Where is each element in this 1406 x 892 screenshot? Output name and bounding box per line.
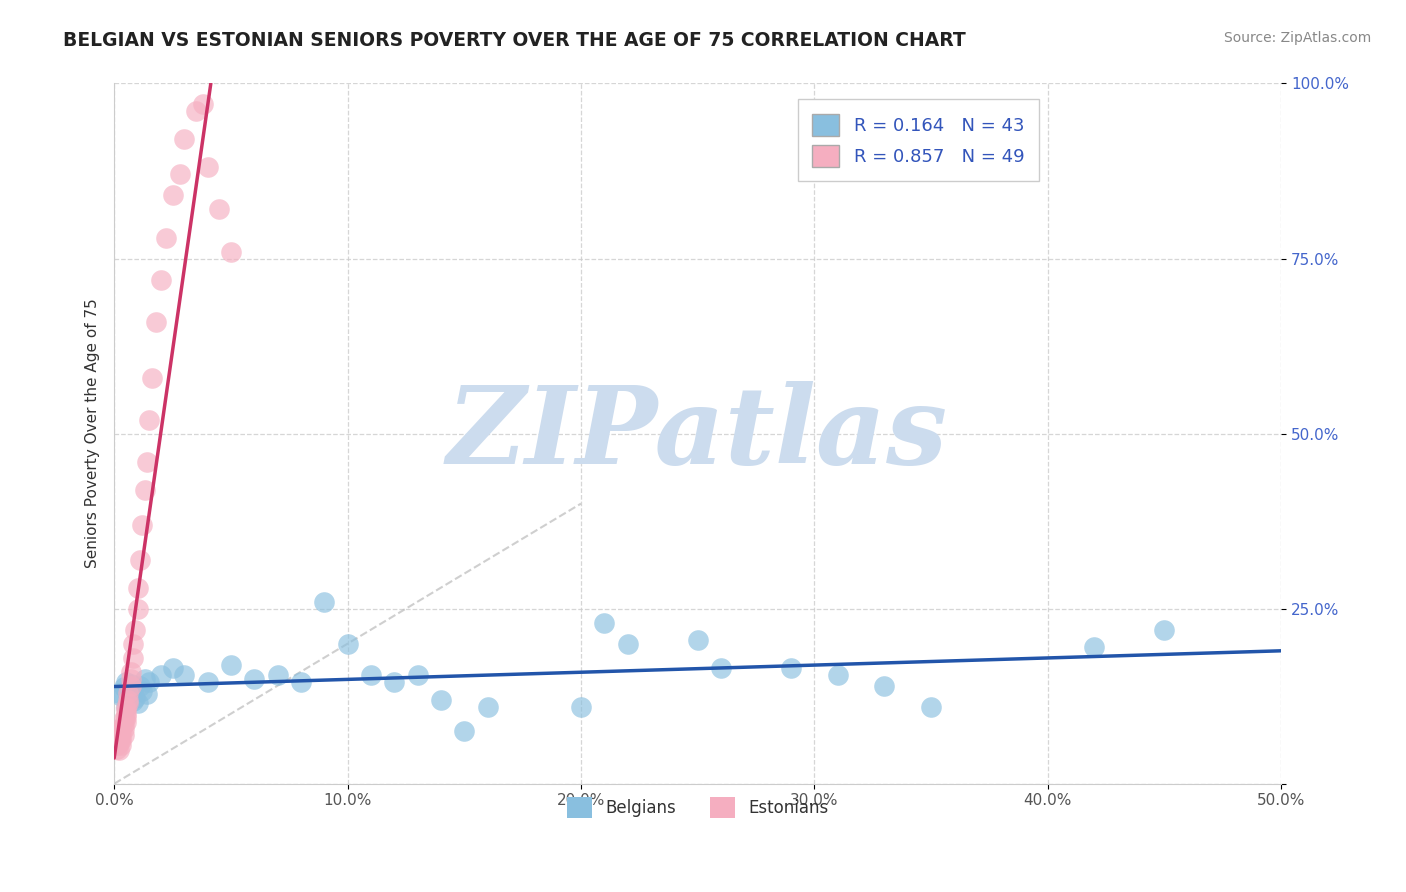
Point <box>124 691 146 706</box>
Point <box>290 675 312 690</box>
Point <box>243 672 266 686</box>
Point <box>920 699 942 714</box>
Point <box>827 668 849 682</box>
Point <box>593 615 616 630</box>
Point <box>219 244 242 259</box>
Point <box>110 721 132 735</box>
Point <box>115 706 138 721</box>
Point <box>360 668 382 682</box>
Point <box>430 692 453 706</box>
Point <box>105 741 128 756</box>
Point <box>710 661 733 675</box>
Point <box>184 104 207 119</box>
Point <box>108 731 131 746</box>
Point <box>121 682 143 697</box>
Point <box>108 743 131 757</box>
Point <box>112 728 135 742</box>
Point <box>453 724 475 739</box>
Point <box>108 736 131 750</box>
Point <box>191 97 214 112</box>
Point <box>314 595 336 609</box>
Point <box>135 454 157 468</box>
Point <box>569 699 592 714</box>
Point <box>145 314 167 328</box>
Point <box>197 675 219 690</box>
Point <box>112 717 135 731</box>
Point <box>110 738 132 752</box>
Point <box>115 699 138 714</box>
Point <box>873 679 896 693</box>
Point <box>128 552 150 566</box>
Point <box>124 623 146 637</box>
Point <box>127 601 149 615</box>
Point <box>115 699 138 714</box>
Point <box>477 699 499 714</box>
Point <box>127 581 149 595</box>
Point <box>1083 640 1105 655</box>
Point <box>110 729 132 743</box>
Point <box>108 728 131 742</box>
Point <box>110 733 132 747</box>
Point <box>115 715 138 730</box>
Text: Source: ZipAtlas.com: Source: ZipAtlas.com <box>1223 31 1371 45</box>
Point <box>120 679 142 693</box>
Point <box>780 661 803 675</box>
Point <box>128 679 150 693</box>
Point <box>110 724 132 739</box>
Point <box>266 668 288 682</box>
Point <box>120 677 142 691</box>
Point <box>686 633 709 648</box>
Point <box>112 680 135 694</box>
Point <box>208 202 231 217</box>
Point <box>108 686 131 700</box>
Point <box>117 692 139 706</box>
Point <box>117 696 139 710</box>
Point <box>112 712 135 726</box>
Point <box>135 687 157 701</box>
Text: BELGIAN VS ESTONIAN SENIORS POVERTY OVER THE AGE OF 75 CORRELATION CHART: BELGIAN VS ESTONIAN SENIORS POVERTY OVER… <box>63 31 966 50</box>
Point <box>117 687 139 701</box>
Point <box>120 665 142 679</box>
Point <box>112 722 135 736</box>
Legend: Belgians, Estonians: Belgians, Estonians <box>561 790 835 824</box>
Point <box>121 650 143 665</box>
Point <box>105 735 128 749</box>
Point <box>121 694 143 708</box>
Point <box>162 188 184 202</box>
Point <box>197 161 219 175</box>
Point <box>127 696 149 710</box>
Point <box>134 672 156 686</box>
Point <box>141 370 163 384</box>
Point <box>115 703 138 717</box>
Point <box>110 689 132 703</box>
Point <box>149 668 172 682</box>
Point <box>131 684 153 698</box>
Point <box>120 672 142 686</box>
Point <box>115 710 138 724</box>
Point <box>406 668 429 682</box>
Point <box>105 738 128 752</box>
Point <box>336 637 359 651</box>
Text: ZIPatlas: ZIPatlas <box>447 381 948 487</box>
Point <box>138 675 160 690</box>
Point <box>219 657 242 672</box>
Point <box>173 668 195 682</box>
Point <box>155 230 177 244</box>
Point <box>149 272 172 286</box>
Point <box>134 483 156 497</box>
Point <box>169 168 191 182</box>
Point <box>115 675 138 690</box>
Point <box>382 675 405 690</box>
Point <box>1153 623 1175 637</box>
Point <box>616 637 638 651</box>
Point <box>121 637 143 651</box>
Point <box>117 686 139 700</box>
Y-axis label: Seniors Poverty Over the Age of 75: Seniors Poverty Over the Age of 75 <box>86 299 100 568</box>
Point <box>173 132 195 146</box>
Point <box>138 412 160 426</box>
Point <box>162 661 184 675</box>
Point <box>131 517 153 532</box>
